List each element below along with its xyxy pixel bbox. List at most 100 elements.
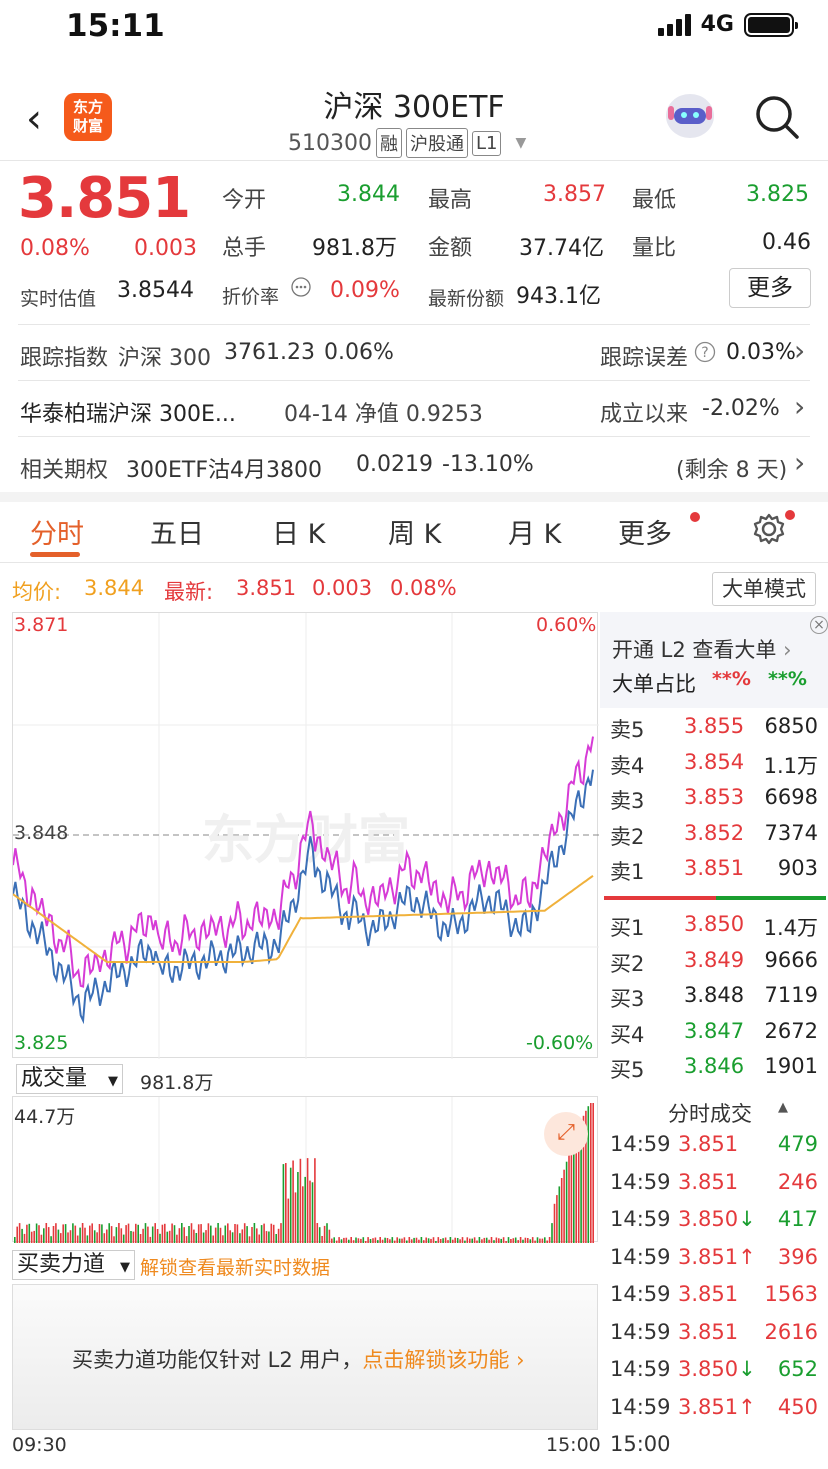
ask-row[interactable]: 卖2 3.852 7374 bbox=[610, 821, 820, 851]
bid-label: 买5 bbox=[610, 1058, 645, 1082]
tab-daily-k[interactable]: 日 K bbox=[272, 519, 326, 550]
bid-row[interactable]: 买3 3.848 7119 bbox=[610, 983, 820, 1013]
volume-bar bbox=[202, 1232, 205, 1243]
volume-bar bbox=[522, 1239, 524, 1243]
tab-monthly-k[interactable]: 月 K bbox=[508, 519, 562, 550]
volume-bar bbox=[23, 1233, 26, 1243]
volume-bar bbox=[243, 1223, 246, 1243]
tracking-index-value: 3761.23 bbox=[224, 340, 315, 365]
power-indicator-select[interactable]: 买卖力道 ▼ bbox=[12, 1250, 136, 1280]
intraday-chart[interactable]: 东方财富 bbox=[12, 612, 599, 1059]
info-dots-icon[interactable] bbox=[290, 276, 312, 298]
volume-bar bbox=[69, 1230, 72, 1243]
logo-text-1: 东方 bbox=[72, 98, 103, 116]
volume-bar bbox=[556, 1195, 558, 1243]
expand-icon[interactable]: ⤢ bbox=[544, 1112, 588, 1156]
bid-row[interactable]: 买1 3.850 1.4万 bbox=[610, 912, 820, 942]
close-icon[interactable]: × bbox=[810, 616, 828, 634]
volume-bar bbox=[176, 1234, 178, 1243]
volume-bar bbox=[452, 1239, 454, 1243]
ask-row[interactable]: 卖3 3.853 6698 bbox=[610, 785, 820, 815]
tracking-index-name[interactable]: 沪深 300 bbox=[118, 346, 211, 371]
volume-bar bbox=[539, 1238, 541, 1243]
tab-weekly-k[interactable]: 周 K bbox=[388, 519, 442, 550]
volume-bar bbox=[60, 1233, 62, 1243]
bid-row[interactable]: 买4 3.847 2672 bbox=[610, 1019, 820, 1049]
volume-bar bbox=[263, 1223, 265, 1243]
bid-row[interactable]: 买2 3.849 9666 bbox=[610, 948, 820, 978]
volume-bar bbox=[21, 1228, 23, 1243]
high-value: 3.857 bbox=[543, 182, 606, 207]
notification-dot bbox=[690, 512, 700, 522]
settings-gear-icon[interactable] bbox=[752, 512, 786, 546]
volume-bar bbox=[568, 1154, 570, 1243]
volume-bar bbox=[227, 1223, 229, 1243]
assistant-robot-icon[interactable] bbox=[666, 94, 714, 138]
triangle-up-icon[interactable]: ▲ bbox=[778, 1100, 788, 1115]
volume-bar bbox=[265, 1231, 268, 1243]
chevron-right-icon[interactable]: › bbox=[794, 334, 806, 367]
volume-bar bbox=[67, 1232, 69, 1243]
options-name[interactable]: 300ETF沽4月3800 bbox=[126, 458, 322, 483]
chevron-right-icon[interactable]: › bbox=[794, 446, 806, 479]
volume-bar bbox=[500, 1238, 502, 1243]
volume-bar bbox=[350, 1237, 352, 1243]
volume-bar bbox=[357, 1238, 360, 1243]
volume-bar bbox=[207, 1223, 210, 1243]
volume-bar bbox=[229, 1230, 231, 1243]
volume-bar bbox=[248, 1236, 251, 1243]
volume-bar bbox=[340, 1239, 343, 1243]
unlock-hint[interactable]: 解锁查看最新实时数据 bbox=[140, 1257, 331, 1279]
volume-bar bbox=[493, 1240, 495, 1243]
help-icon[interactable]: ? bbox=[694, 341, 716, 363]
volume-bar bbox=[449, 1237, 452, 1243]
ask-price: 3.851 bbox=[684, 856, 745, 880]
power-notice-text: 买卖力道功能仅针对 L2 用户， bbox=[72, 1348, 363, 1372]
sell-pressure-bar bbox=[716, 896, 826, 900]
bid-volume: 1.4万 bbox=[763, 916, 818, 940]
search-icon[interactable] bbox=[754, 94, 800, 140]
ask-row[interactable]: 卖5 3.855 6850 bbox=[610, 714, 820, 744]
volume-total: 981.8万 bbox=[140, 1072, 214, 1094]
chevron-right-icon[interactable]: › bbox=[794, 390, 806, 423]
volume-max-label: 44.7万 bbox=[14, 1106, 76, 1128]
logo-text-2: 财富 bbox=[72, 117, 103, 135]
volume-bar bbox=[478, 1237, 481, 1243]
chevron-down-icon[interactable]: ▼ bbox=[515, 135, 527, 151]
volume-bar bbox=[253, 1223, 256, 1243]
ask-row[interactable]: 卖4 3.854 1.1万 bbox=[610, 750, 820, 780]
bid-row[interactable]: 买5 3.846 1901 bbox=[610, 1054, 820, 1084]
l2-prompt[interactable]: 开通 L2 查看大单 › bbox=[612, 638, 792, 662]
volume-indicator-select[interactable]: 成交量 ▼ bbox=[16, 1064, 124, 1094]
ask-volume: 6850 bbox=[764, 714, 818, 738]
volume-bar bbox=[231, 1232, 234, 1243]
unlock-link[interactable]: 点击解锁该功能 bbox=[362, 1348, 510, 1372]
volume-bar bbox=[524, 1237, 527, 1243]
big-order-mode-button[interactable]: 大单模式 bbox=[712, 572, 816, 606]
volume-bar bbox=[590, 1103, 592, 1243]
volume-bar bbox=[335, 1240, 338, 1243]
tab-intraday[interactable]: 分时 bbox=[30, 519, 84, 550]
volume-bar bbox=[285, 1163, 287, 1243]
back-icon[interactable]: ‹ bbox=[26, 96, 42, 142]
volume-chart-svg bbox=[14, 1097, 594, 1243]
volume-bar bbox=[103, 1233, 106, 1243]
ask-row[interactable]: 卖1 3.851 903 bbox=[610, 856, 820, 886]
tab-more[interactable]: 更多 bbox=[618, 519, 672, 550]
tracking-label: 跟踪指数 bbox=[20, 346, 109, 371]
trade-volume: 417 bbox=[777, 1207, 818, 1231]
power-panel bbox=[12, 1284, 598, 1430]
volume-bar bbox=[106, 1229, 108, 1243]
trade-row: 14:59 3.850↓ 417 bbox=[610, 1207, 820, 1237]
l2-promo-panel[interactable] bbox=[600, 612, 828, 708]
change-percent: 0.08% bbox=[20, 236, 90, 261]
volume-bar bbox=[548, 1237, 551, 1243]
tab-five-day[interactable]: 五日 bbox=[150, 519, 204, 550]
trade-time: 14:59 bbox=[610, 1282, 671, 1306]
volume-bar bbox=[355, 1237, 357, 1243]
volume-bar bbox=[294, 1192, 297, 1243]
volume-bar bbox=[498, 1238, 500, 1243]
volume-bar bbox=[246, 1226, 248, 1243]
fund-name[interactable]: 华泰柏瑞沪深 300E... bbox=[20, 402, 236, 427]
more-fields-button[interactable]: 更多 bbox=[729, 268, 811, 308]
